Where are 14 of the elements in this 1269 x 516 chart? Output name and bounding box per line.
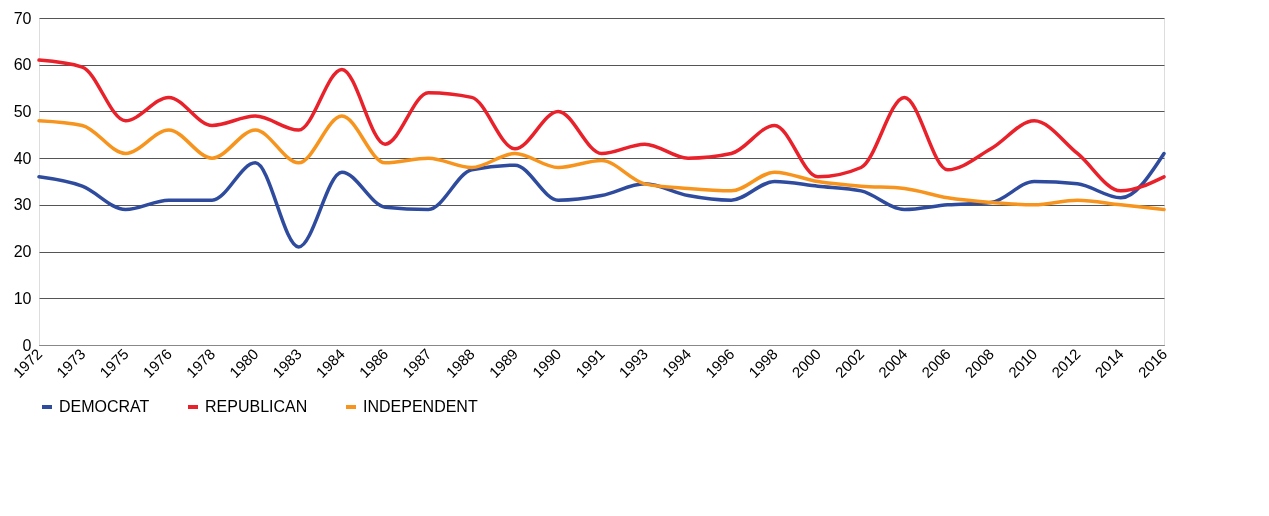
y-tick-label: 40 [13,149,32,167]
legend-label: INDEPENDENT [363,398,478,415]
y-tick-label: 0 [22,336,32,354]
legend-label: DEMOCRAT [59,398,150,415]
y-tick-label: 10 [13,289,32,307]
line-series [37,58,1166,193]
y-tick-label: 70 [13,9,32,27]
line-series [37,151,1166,249]
y-tick-label: 60 [13,56,32,74]
y-tick-label: 30 [13,196,32,214]
y-tick-label: 50 [13,102,32,120]
line-series [37,114,1166,212]
y-tick-label: 20 [13,243,32,261]
legend-label: REPUBLICAN [205,398,308,415]
